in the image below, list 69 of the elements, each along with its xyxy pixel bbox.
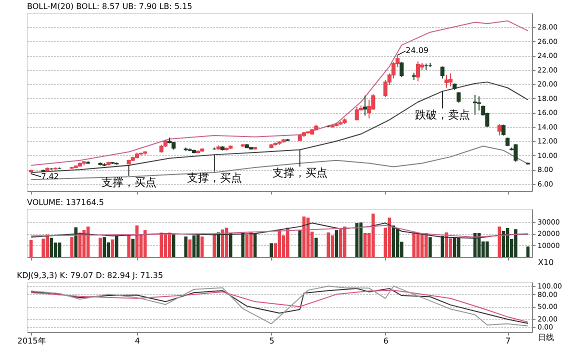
annotation: 支撑，买点 bbox=[186, 172, 242, 185]
bar bbox=[200, 236, 204, 257]
bar bbox=[457, 238, 460, 257]
bar bbox=[452, 238, 456, 257]
text: X10 bbox=[538, 258, 554, 267]
bar bbox=[245, 234, 249, 257]
x-tick-label: 4 bbox=[134, 336, 140, 346]
bar bbox=[212, 234, 216, 257]
candlestick bbox=[400, 62, 404, 78]
candlestick bbox=[472, 94, 478, 116]
candlestick bbox=[416, 60, 420, 82]
annotation: 支撑，买点 bbox=[272, 166, 328, 180]
line-series bbox=[30, 20, 528, 166]
chart-title: VOLUME: 137164.5 bbox=[27, 198, 104, 207]
bar bbox=[114, 236, 118, 257]
bar bbox=[372, 214, 375, 257]
bar bbox=[131, 238, 135, 257]
bar bbox=[338, 229, 342, 257]
bar bbox=[74, 227, 78, 257]
bar bbox=[241, 232, 244, 257]
bar bbox=[270, 243, 273, 257]
bar bbox=[164, 234, 168, 257]
bar bbox=[70, 237, 74, 257]
bar bbox=[486, 241, 489, 257]
annotation: 7.42 bbox=[41, 172, 59, 181]
bar bbox=[98, 238, 102, 257]
x-tick-label: 7 bbox=[506, 336, 511, 346]
annotation: 跌破，卖点 bbox=[414, 108, 470, 122]
bar bbox=[314, 238, 318, 257]
candlestick bbox=[440, 66, 444, 80]
bar bbox=[253, 234, 257, 257]
bar bbox=[192, 235, 196, 257]
annotation: 24.09 bbox=[406, 46, 429, 56]
bar bbox=[184, 236, 188, 257]
bar bbox=[46, 234, 49, 257]
bar bbox=[334, 230, 338, 257]
candlestick bbox=[444, 74, 449, 88]
bar bbox=[286, 228, 290, 257]
bar bbox=[326, 232, 330, 257]
text: 日线 bbox=[538, 333, 554, 342]
bar bbox=[363, 233, 367, 257]
candlestick bbox=[448, 73, 453, 87]
bar bbox=[188, 239, 192, 257]
bar bbox=[102, 237, 106, 257]
bar bbox=[50, 238, 54, 257]
bar bbox=[428, 237, 432, 257]
candlestick bbox=[497, 124, 502, 136]
candlestick bbox=[477, 96, 482, 112]
bar bbox=[42, 238, 45, 257]
bar bbox=[229, 232, 232, 257]
x-tick-label: 2015年 bbox=[17, 336, 46, 346]
bar bbox=[514, 229, 518, 257]
annotation: 支撑，买点 bbox=[101, 176, 156, 189]
bar bbox=[127, 234, 130, 257]
candlestick bbox=[354, 106, 359, 120]
bar bbox=[29, 240, 33, 257]
chart-title: BOLL-M(20) BOLL: 8.57 UB: 7.90 LB: 5.15 bbox=[27, 2, 192, 11]
bar bbox=[298, 230, 302, 257]
candlestick bbox=[362, 95, 368, 116]
chart-title: KDJ(9,3,3) K: 79.07 D: 82.94 J: 71.35 bbox=[16, 271, 164, 280]
bar bbox=[58, 242, 62, 257]
bar bbox=[343, 226, 346, 257]
x-tick-label: 6 bbox=[383, 336, 388, 346]
x-tick-label: 5 bbox=[269, 336, 274, 346]
candlestick bbox=[514, 144, 518, 162]
candlestick bbox=[456, 92, 461, 104]
bar bbox=[330, 235, 334, 257]
bar bbox=[526, 246, 530, 257]
bar bbox=[110, 239, 114, 257]
